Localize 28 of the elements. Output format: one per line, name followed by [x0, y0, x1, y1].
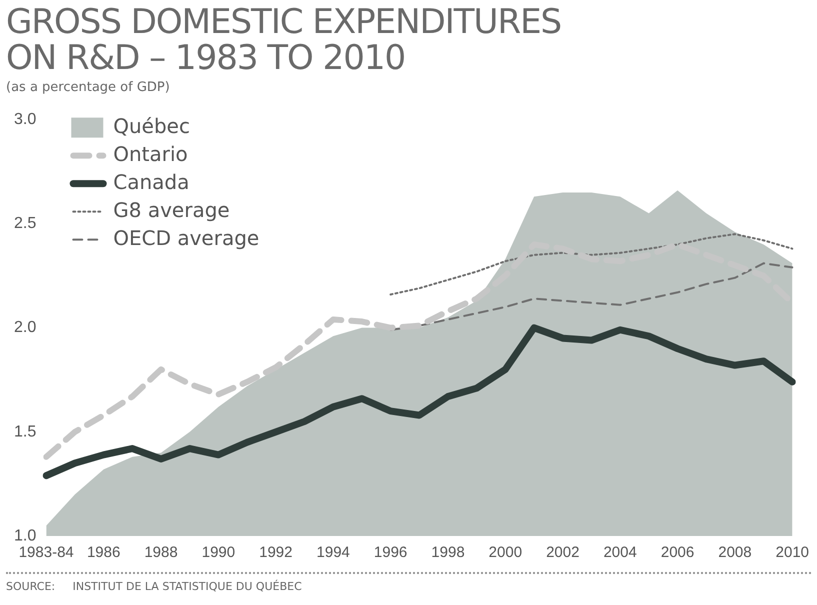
x-tick-label: 2004 — [603, 544, 637, 562]
y-tick-label: 1.5 — [14, 423, 36, 440]
x-tick-label: 2002 — [546, 544, 580, 562]
y-tick-label: 3.0 — [14, 111, 36, 128]
x-tick-label: 1990 — [202, 544, 236, 562]
legend-label: OECD average — [113, 226, 260, 250]
x-tick-label: 1996 — [374, 544, 408, 562]
y-tick-label: 1.0 — [14, 527, 36, 544]
x-tick-label: 2008 — [718, 544, 752, 562]
legend-label: G8 average — [113, 198, 230, 222]
source-note: SOURCE: INSTITUT DE LA STATISTIQUE DU QUÉBEC — [6, 572, 811, 593]
x-tick-label: 1983-84 — [18, 544, 74, 562]
x-tick-label: 2006 — [660, 544, 694, 562]
x-tick-label: 1994 — [316, 544, 350, 562]
legend-label: Québec — [113, 114, 190, 138]
chart-title: GROSS DOMESTIC EXPENDITURES ON R&D – 1983 TO 2010 — [6, 2, 562, 78]
legend-label: Canada — [113, 170, 190, 194]
y-tick-label: 2.0 — [14, 319, 36, 336]
chart-subtitle: (as a percentage of GDP) — [6, 80, 170, 95]
x-tick-label: 2010 — [776, 544, 810, 562]
line-series — [390, 233, 794, 296]
x-tick-label: 1988 — [144, 544, 178, 562]
x-tick-label: 1992 — [259, 544, 292, 562]
x-tick-label: 2000 — [488, 544, 522, 562]
y-tick-label: 2.5 — [14, 215, 36, 232]
x-tick-label: 1986 — [86, 544, 120, 562]
legend-label: Ontario — [113, 142, 188, 166]
x-tick-label: 1998 — [431, 544, 465, 562]
